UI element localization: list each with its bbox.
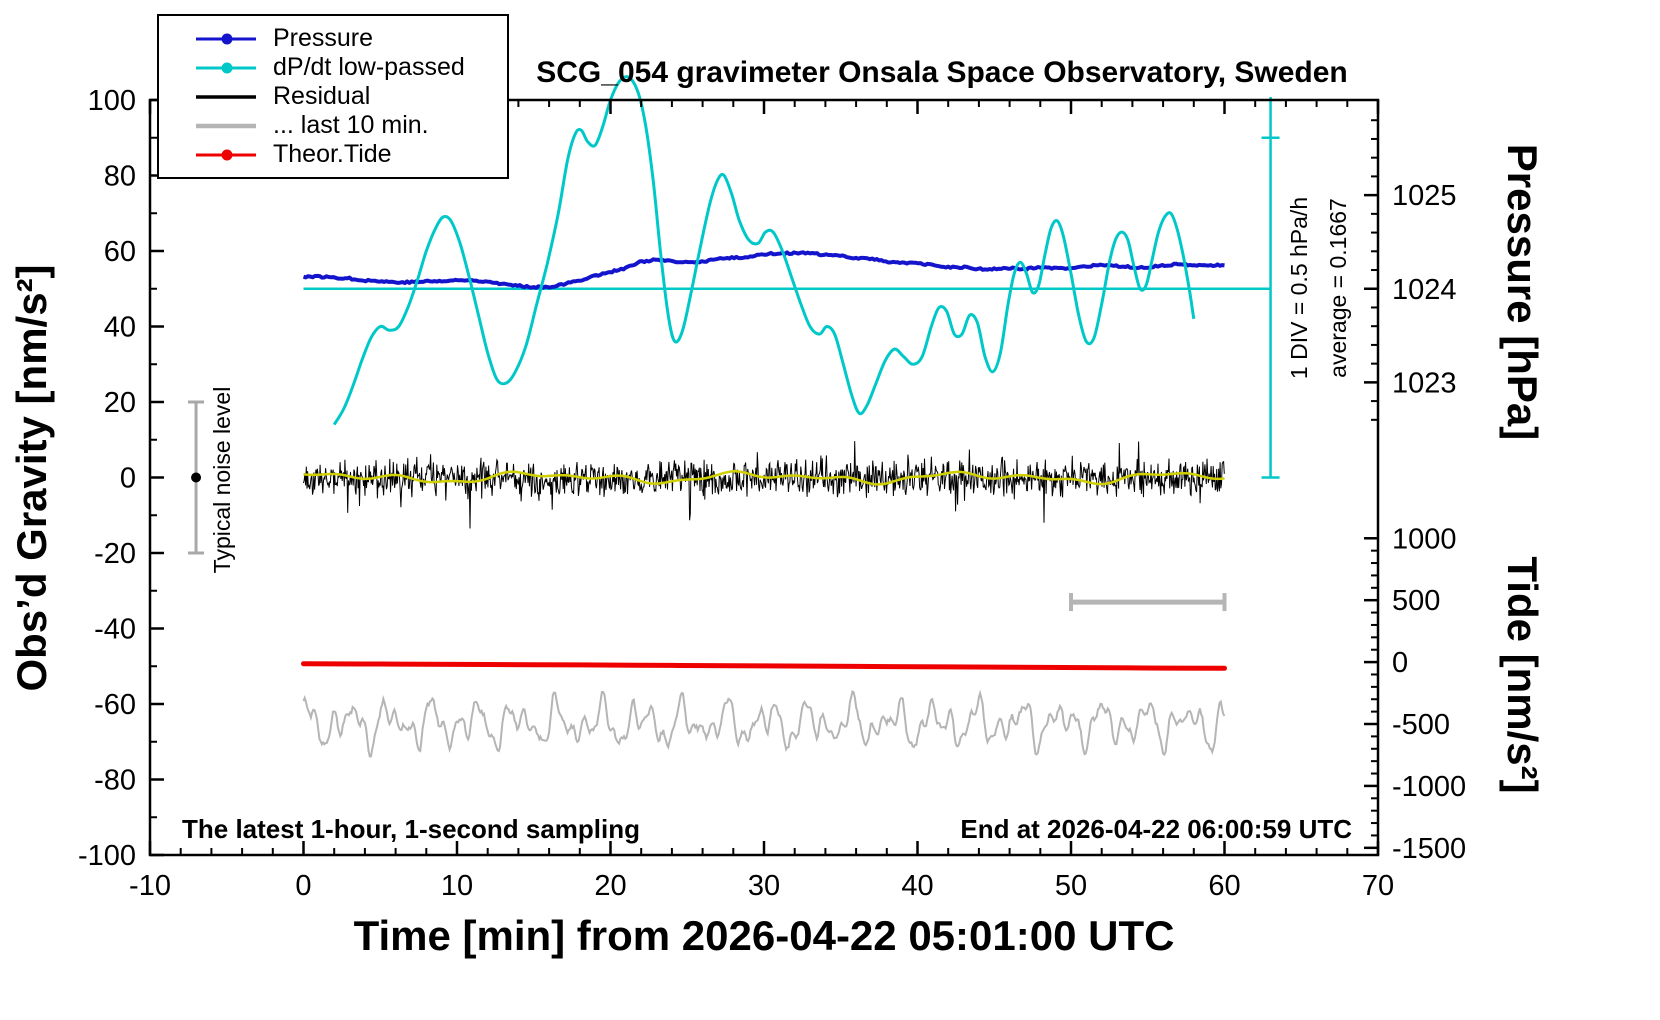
legend-sample-tide bbox=[196, 149, 256, 160]
legend-item-residual: Residual bbox=[159, 82, 507, 111]
legend-item-pressure: Pressure bbox=[159, 24, 507, 53]
y-left-axis-label: Obs’d Gravity [nm/s²] bbox=[8, 264, 55, 691]
y-tick-label: -60 bbox=[94, 689, 136, 721]
end-time-note: End at 2026-04-22 06:00:59 UTC bbox=[960, 814, 1352, 844]
y-tick-label: -80 bbox=[94, 765, 136, 797]
series-pressure bbox=[302, 250, 1225, 290]
x-tick-label: 50 bbox=[1055, 870, 1087, 902]
x-tick-label: 20 bbox=[594, 870, 626, 902]
legend-sample-dpdt bbox=[196, 62, 256, 73]
pressure-tick-label: 1023 bbox=[1392, 367, 1457, 399]
x-tick-label: 0 bbox=[295, 870, 311, 902]
y-tick-label: 20 bbox=[104, 387, 136, 419]
x-tick-label: 30 bbox=[748, 870, 780, 902]
x-tick-label: 70 bbox=[1362, 870, 1394, 902]
y-tick-label: 80 bbox=[104, 161, 136, 193]
x-tick-label: 40 bbox=[901, 870, 933, 902]
tide-tick-label: 0 bbox=[1392, 647, 1408, 679]
series-residual-smooth bbox=[303, 470, 1225, 486]
series-dpdt bbox=[332, 75, 1196, 426]
tide-tick-label: -1500 bbox=[1392, 833, 1466, 865]
series-tide bbox=[301, 661, 1227, 671]
series-last10 bbox=[302, 689, 1226, 758]
x-tick-label: 60 bbox=[1208, 870, 1240, 902]
legend-label-residual: Residual bbox=[273, 82, 371, 110]
x-tick-label: 10 bbox=[441, 870, 473, 902]
y-tick-label: -40 bbox=[94, 614, 136, 646]
noise-level-label: Typical noise level bbox=[209, 387, 235, 574]
y-tick-label: 40 bbox=[104, 312, 136, 344]
pressure-tick-label: 1025 bbox=[1392, 180, 1457, 212]
series-residual bbox=[303, 441, 1225, 529]
legend: Pressure dP/dt low-passed Residual... last… bbox=[157, 14, 509, 179]
x-tick-label: -10 bbox=[129, 870, 171, 902]
legend-sample-residual bbox=[196, 94, 256, 99]
legend-item-last10: ... last 10 min. bbox=[159, 111, 507, 140]
legend-label-last10: ... last 10 min. bbox=[273, 111, 429, 139]
legend-item-tide: Theor.Tide bbox=[159, 140, 507, 169]
legend-item-dpdt: dP/dt low-passed bbox=[159, 53, 507, 82]
tide-tick-label: 1000 bbox=[1392, 523, 1457, 555]
div-scale-note: 1 DIV = 0.5 hPa/h bbox=[1286, 197, 1312, 379]
x-axis-label: Time [min] from 2026-04-22 05:01:00 UTC bbox=[354, 912, 1175, 959]
pressure-axis-label: Pressure [hPa] bbox=[1499, 144, 1546, 440]
legend-sample-last10 bbox=[196, 123, 256, 128]
legend-label-pressure: Pressure bbox=[273, 24, 374, 52]
y-tick-label: -100 bbox=[78, 840, 136, 872]
y-tick-label: -20 bbox=[94, 538, 136, 570]
y-tick-label: 0 bbox=[120, 463, 136, 495]
sampling-note: The latest 1-hour, 1-second sampling bbox=[182, 814, 640, 844]
chart-layers: -10 0 10 20 30 40 50 60 70-100-80-60-40-20020406… bbox=[78, 75, 1466, 902]
noise-level-dot bbox=[191, 472, 202, 483]
tide-tick-label: -500 bbox=[1392, 709, 1450, 741]
legend-sample-pressure bbox=[196, 33, 256, 44]
tide-axis-label: Tide [nm/s²] bbox=[1499, 556, 1546, 793]
legend-label-dpdt: dP/dt low-passed bbox=[273, 53, 465, 81]
y-tick-label: 60 bbox=[104, 236, 136, 268]
y-tick-label: 100 bbox=[88, 85, 136, 117]
average-note: average = 0.1667 bbox=[1325, 198, 1351, 378]
tide-tick-label: -1000 bbox=[1392, 771, 1466, 803]
tide-tick-label: 500 bbox=[1392, 585, 1440, 617]
legend-label-tide: Theor.Tide bbox=[273, 140, 392, 168]
pressure-tick-label: 1024 bbox=[1392, 274, 1457, 306]
chart-title: SCG_054 gravimeter Onsala Space Observat… bbox=[536, 56, 1348, 89]
